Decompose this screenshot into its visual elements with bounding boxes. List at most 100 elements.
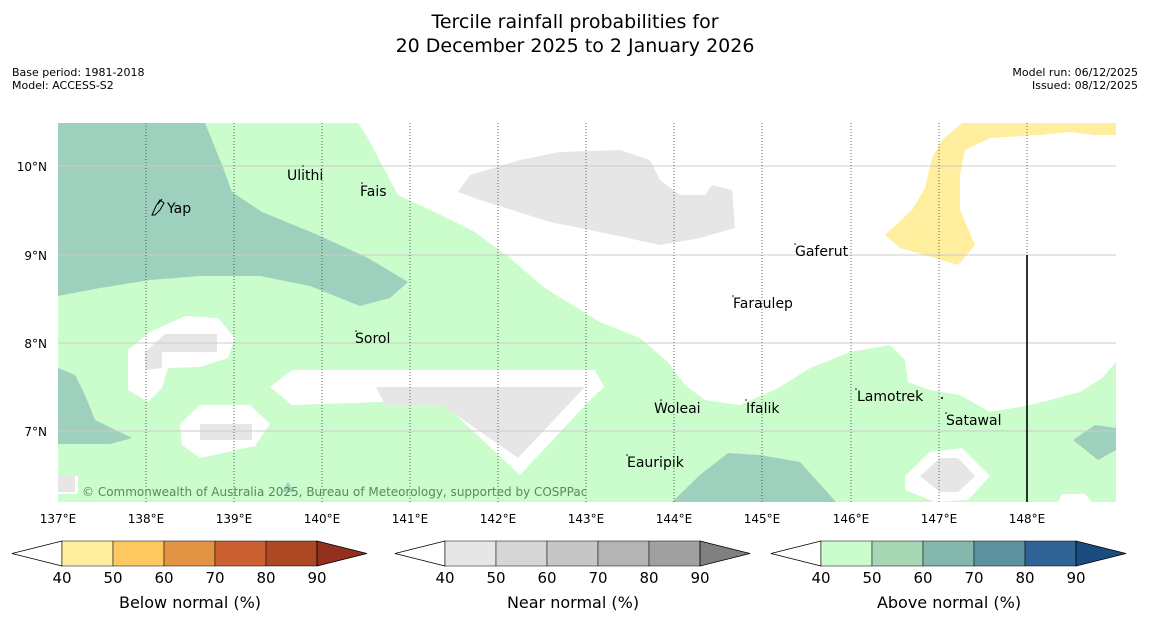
- colorbar-segment: [871, 540, 924, 567]
- issued-date: Issued: 08/12/2025: [1031, 79, 1138, 92]
- colorbar-above: 40 50 60 70 80 90: [770, 540, 1127, 587]
- colorbar-near: 40 50 60 70 80 90: [394, 540, 751, 587]
- place-marker: [794, 243, 796, 245]
- x-tick: 140°E: [304, 512, 341, 526]
- x-tick: 137°E: [40, 512, 77, 526]
- y-tick: 7°N: [24, 425, 47, 439]
- place-label-faraulep: Faraulep: [733, 296, 793, 312]
- probability-fields: [58, 123, 1116, 502]
- near-normal-region-band: [376, 387, 585, 458]
- colorbar-tick-label: 50: [862, 569, 881, 587]
- y-tick: 9°N: [24, 249, 47, 263]
- y-axis-ticks: 10°N 9°N 8°N 7°N: [17, 160, 47, 439]
- colorbar-segment: [546, 540, 599, 567]
- colorbar-segment: [61, 540, 114, 567]
- model-run: Model run: 06/12/2025: [1012, 66, 1138, 79]
- place-label-woleai: Woleai: [654, 401, 701, 417]
- colorbar-tick-label: 70: [205, 569, 224, 587]
- x-tick: 143°E: [568, 512, 605, 526]
- colorbar-tick-label: 70: [964, 569, 983, 587]
- colorbar-segment: [163, 540, 216, 567]
- place-label-satawal: Satawal: [946, 413, 1001, 429]
- above-normal-60-region-west: [58, 368, 132, 444]
- x-tick: 138°E: [128, 512, 165, 526]
- yap-island-outline: [151, 198, 165, 216]
- colorbar-segment: [820, 540, 873, 567]
- colorbar-tick-label: 90: [1066, 569, 1085, 587]
- x-tick: 148°E: [1009, 512, 1046, 526]
- colorbar-title-below: Below normal (%): [118, 593, 262, 612]
- place-label-gaferut: Gaferut: [795, 244, 849, 260]
- colorbar-extend-min: [394, 540, 446, 567]
- x-tick: 145°E: [744, 512, 781, 526]
- colorbar-tick-label: 40: [435, 569, 454, 587]
- colorbar-tick-label: 60: [537, 569, 556, 587]
- colorbar-tick-label: 90: [690, 569, 709, 587]
- place-label-eauripik: Eauripik: [627, 455, 685, 471]
- below-normal-region: [885, 123, 1116, 265]
- above-normal-60-speck: [282, 482, 294, 492]
- place-marker: [941, 397, 943, 399]
- colorbar-title-above: Above normal (%): [876, 593, 1022, 612]
- above-normal-60-region-south: [672, 453, 836, 502]
- colorbar-tick-label: 90: [307, 569, 326, 587]
- place-marker: [626, 454, 628, 456]
- colorbar-tick-label: 40: [811, 569, 830, 587]
- map-title-line2: 20 December 2025 to 2 January 2026: [395, 35, 755, 57]
- colorbar-segment: [648, 540, 701, 567]
- near-normal-region-ring-2: [200, 424, 252, 440]
- colorbar-tick-label: 80: [256, 569, 275, 587]
- colorbar-below: 40 50 60 70 80 90: [11, 540, 368, 587]
- colorbar-segment: [265, 540, 318, 567]
- place-marker: [355, 330, 357, 332]
- place-marker: [945, 412, 947, 414]
- model-name: Model: ACCESS-S2: [12, 79, 114, 92]
- meta-right: Model run: 06/12/2025 Issued: 08/12/2025: [1012, 66, 1138, 92]
- colorbar-tick-label: 40: [52, 569, 71, 587]
- colorbar-segment: [973, 540, 1026, 567]
- colorbar-extend-min: [11, 540, 63, 567]
- colorbar-segment: [444, 540, 497, 567]
- colorbar-segment: [922, 540, 975, 567]
- place-label-yap: Yap: [166, 201, 191, 217]
- colorbar-segment: [597, 540, 650, 567]
- y-tick: 10°N: [17, 160, 47, 174]
- place-markers: [302, 165, 947, 456]
- colorbar-segment: [214, 540, 267, 567]
- colorbar-segment: [112, 540, 165, 567]
- x-axis-ticks: 137°E 138°E 139°E 140°E 141°E 142°E 143°…: [40, 512, 1046, 526]
- colorbar-segment: [495, 540, 548, 567]
- place-marker: [745, 399, 747, 401]
- above-normal-50-region: [58, 123, 1116, 502]
- above-normal-60-region-east: [1073, 425, 1116, 460]
- place-labels: Yap Ulithi Fais Gaferut Faraulep Sorol W…: [166, 168, 1001, 471]
- place-label-lamotrek: Lamotrek: [857, 389, 924, 405]
- colorbar-title-near: Near normal (%): [506, 593, 640, 612]
- x-tick: 146°E: [833, 512, 870, 526]
- place-label-ifalik: Ifalik: [746, 401, 780, 417]
- place-marker: [361, 182, 363, 184]
- place-marker: [855, 388, 857, 390]
- place-label-sorol: Sorol: [355, 331, 390, 347]
- x-tick: 144°E: [656, 512, 693, 526]
- near-normal-region-east: [920, 458, 975, 492]
- place-label-ulithi: Ulithi: [287, 168, 323, 184]
- colorbar-extend-min: [770, 540, 822, 567]
- place-marker: [660, 399, 662, 401]
- colorbar-extend-max: [1075, 540, 1127, 567]
- near-normal-region-north: [458, 150, 735, 245]
- colorbar-tick-label: 50: [486, 569, 505, 587]
- x-tick: 139°E: [216, 512, 253, 526]
- above-normal-60-region-yap: [58, 123, 408, 306]
- near-normal-region-small-left: [58, 476, 75, 492]
- colorbar-tick-label: 60: [154, 569, 173, 587]
- copyright-notice: © Commonwealth of Australia 2025, Bureau…: [82, 485, 587, 499]
- colorbar-extend-max: [699, 540, 751, 567]
- y-tick: 8°N: [24, 337, 47, 351]
- colorbar-tick-label: 80: [1015, 569, 1034, 587]
- x-tick: 142°E: [480, 512, 517, 526]
- colorbar-tick-label: 80: [639, 569, 658, 587]
- x-tick: 141°E: [392, 512, 429, 526]
- base-period: Base period: 1981-2018: [12, 66, 145, 79]
